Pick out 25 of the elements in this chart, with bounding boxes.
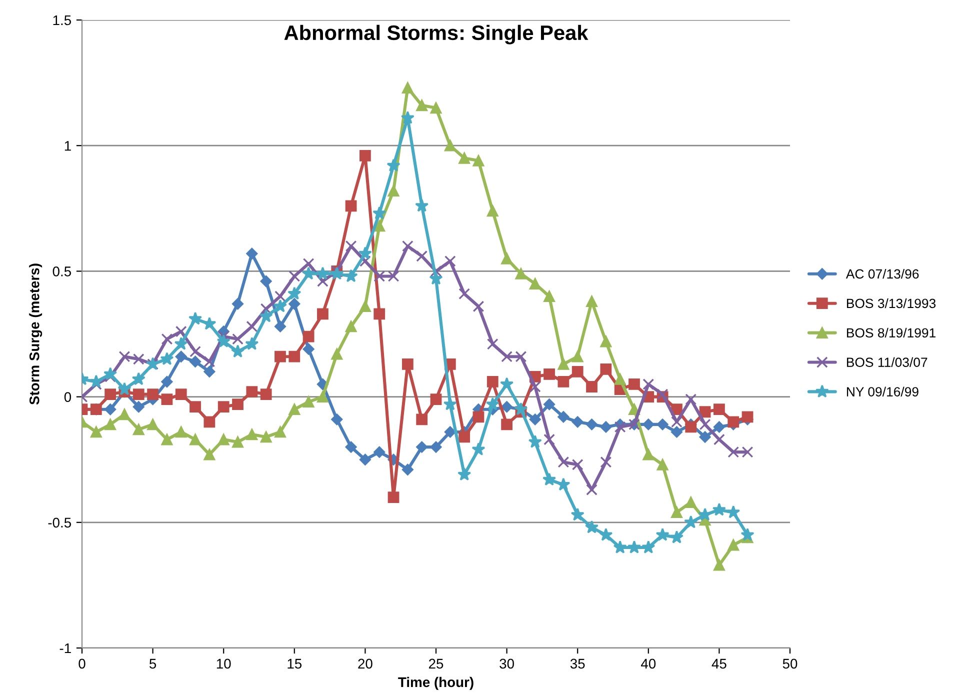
x-tick-label: 5 xyxy=(149,658,156,669)
y-axis-title: Storm Surge (meters) xyxy=(29,264,42,405)
x-tick-label: 15 xyxy=(288,658,302,669)
y-tick-label: 0.5 xyxy=(52,266,72,276)
legend-label: BOS 8/19/1991 xyxy=(846,328,936,338)
x-tick-label: 35 xyxy=(570,658,585,669)
x-tick-label: 30 xyxy=(500,658,514,669)
y-tick-label: 1.5 xyxy=(53,15,72,26)
y-tick-label: -1 xyxy=(60,643,71,654)
x-tick-label: 50 xyxy=(782,658,798,669)
y-tick-label: 1 xyxy=(64,141,71,151)
x-axis-title: Time (hour) xyxy=(398,676,474,690)
chart-title: Abnormal Storms: Single Peak xyxy=(284,24,588,44)
x-tick-label: 20 xyxy=(358,658,372,669)
x-tick-label: 0 xyxy=(78,658,86,669)
x-tick-label: 10 xyxy=(216,658,231,669)
legend-label: BOS 3/13/1993 xyxy=(846,298,936,308)
y-tick-label: 0 xyxy=(64,392,72,402)
x-tick-label: 45 xyxy=(712,658,726,669)
legend-label: BOS 11/03/07 xyxy=(846,357,928,367)
x-tick-label: 40 xyxy=(640,658,656,669)
legend-label: NY 09/16/99 xyxy=(846,386,918,396)
y-tick-label: -0.5 xyxy=(48,518,72,528)
x-tick-label: 25 xyxy=(428,658,444,669)
legend-label: AC 07/13/96 xyxy=(846,268,919,279)
